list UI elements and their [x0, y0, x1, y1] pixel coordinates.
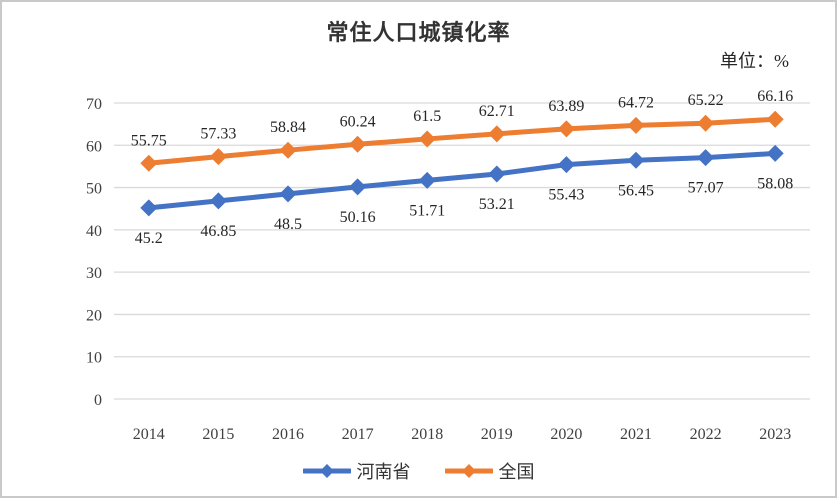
x-axis-tick-label: 2017: [342, 426, 374, 443]
legend-marker-icon: [302, 464, 351, 478]
series-marker-diamond: [697, 114, 715, 132]
data-label: 55.43: [548, 187, 584, 204]
series-marker-diamond: [488, 165, 506, 183]
legend-label: 全国: [498, 462, 535, 482]
series-marker-diamond: [279, 141, 297, 159]
data-label: 65.22: [688, 92, 724, 109]
data-label: 50.16: [340, 209, 376, 226]
unit-label: 单位：%: [720, 51, 789, 71]
series-marker-diamond: [349, 178, 367, 196]
data-label: 62.71: [479, 103, 515, 120]
series-marker-diamond: [766, 144, 784, 162]
legend-item: 河南省: [302, 458, 411, 484]
y-axis-tick-label: 70: [86, 96, 102, 113]
y-axis-tick-label: 30: [86, 265, 102, 282]
data-label: 58.08: [757, 175, 793, 192]
data-label: 46.85: [200, 223, 236, 240]
data-label: 60.24: [340, 113, 376, 130]
series-marker-diamond: [349, 135, 367, 153]
series-marker-diamond: [209, 192, 227, 210]
series-marker-diamond: [557, 156, 575, 174]
x-axis-tick-label: 2014: [133, 426, 165, 443]
data-label: 57.33: [200, 126, 236, 143]
data-label: 63.89: [548, 98, 584, 115]
series-marker-diamond: [209, 148, 227, 166]
x-axis-tick-label: 2021: [620, 426, 652, 443]
data-label: 51.71: [409, 202, 445, 219]
series-marker-diamond: [279, 185, 297, 203]
series-marker-diamond: [766, 110, 784, 128]
legend: 河南省 全国: [2, 458, 835, 484]
y-axis-tick-label: 40: [86, 223, 102, 240]
series-marker-diamond: [697, 149, 715, 167]
data-label: 45.2: [135, 230, 163, 247]
legend-label: 河南省: [356, 462, 411, 482]
series-marker-diamond: [627, 116, 645, 134]
x-axis-tick-label: 2022: [690, 426, 722, 443]
chart-title: 常住人口城镇化率: [326, 20, 511, 45]
series-marker-diamond: [140, 199, 158, 217]
data-label: 55.75: [131, 132, 167, 149]
series-marker-diamond: [140, 154, 158, 172]
series-line-全国: [146, 116, 778, 166]
data-label: 48.5: [274, 216, 302, 233]
legend-marker-icon: [444, 464, 493, 478]
data-label: 66.16: [757, 88, 793, 105]
series-marker-diamond: [627, 151, 645, 169]
x-axis-tick-label: 2019: [481, 426, 513, 443]
data-label: 61.5: [413, 108, 441, 125]
series-line-河南省: [146, 150, 778, 211]
y-axis-tick-label: 10: [86, 350, 102, 367]
x-axis-tick-label: 2020: [550, 426, 582, 443]
data-label: 64.72: [618, 94, 654, 111]
y-axis-tick-label: 50: [86, 181, 102, 198]
series-marker-diamond: [418, 130, 436, 148]
x-axis-tick-label: 2016: [272, 426, 304, 443]
legend-item: 全国: [444, 458, 535, 484]
y-axis-tick-label: 0: [94, 392, 102, 409]
y-axis-tick-label: 60: [86, 138, 102, 155]
series-marker-diamond: [557, 120, 575, 138]
data-label: 57.07: [688, 180, 724, 197]
data-label: 53.21: [479, 196, 515, 213]
series-marker-diamond: [488, 125, 506, 143]
x-axis-tick-label: 2018: [411, 426, 443, 443]
x-axis-tick-label: 2023: [759, 426, 791, 443]
y-axis-tick-label: 20: [86, 307, 102, 324]
data-label: 56.45: [618, 182, 654, 199]
series-marker-diamond: [418, 171, 436, 189]
x-axis-tick-label: 2015: [202, 426, 234, 443]
data-label: 58.84: [270, 119, 306, 136]
